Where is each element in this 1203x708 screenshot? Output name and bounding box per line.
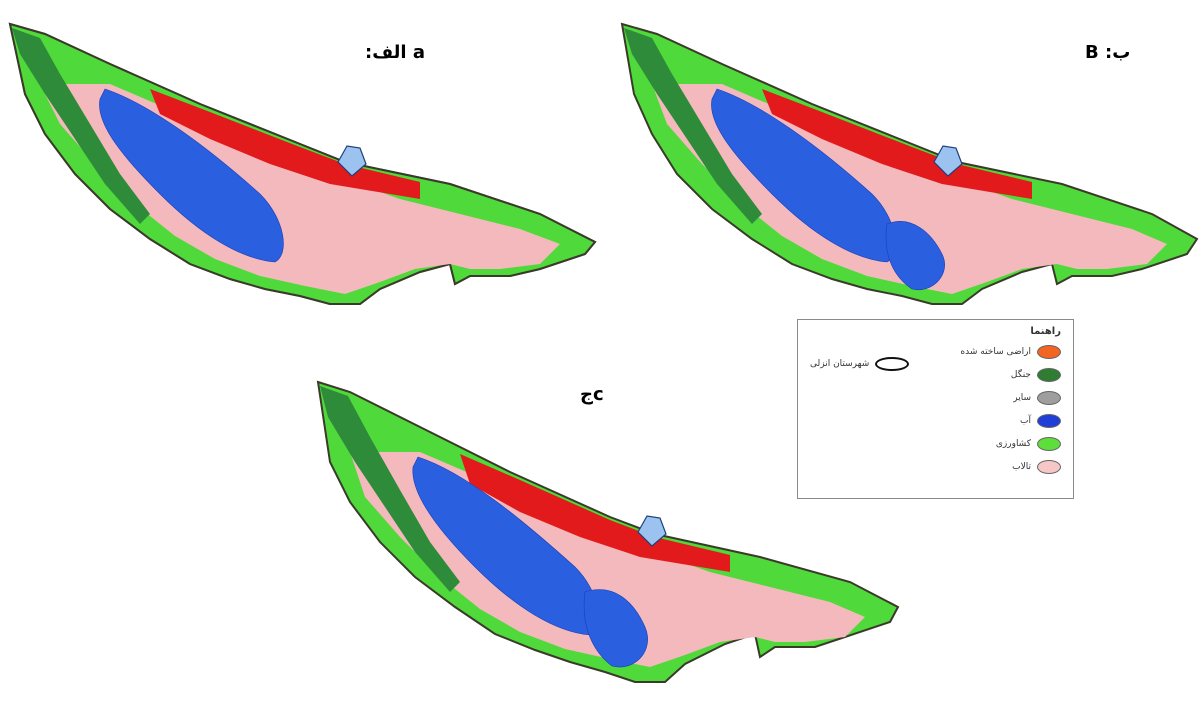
- legend-item-wetland: تالاب: [1012, 459, 1061, 475]
- legend-label: اراضی ساخته شده: [960, 347, 1031, 357]
- legend-city-label: شهرستان انزلی: [810, 359, 870, 369]
- forest-strip: [320, 386, 460, 592]
- legend-title: راهنما: [1030, 326, 1061, 337]
- map-panel-c: [300, 372, 900, 708]
- panel-label-a: a الف:: [365, 42, 425, 63]
- map-panel-a: [0, 14, 600, 319]
- legend-label: جنگل: [1010, 370, 1031, 380]
- forest-strip: [624, 28, 762, 224]
- legend-swatch: [1037, 345, 1061, 359]
- expanded-water-patches: [583, 589, 648, 668]
- legend-swatch: [1037, 391, 1061, 405]
- land-use-map-a: [8, 22, 597, 305]
- expanded-water-patches: [885, 221, 945, 291]
- legend-city-key: شهرستان انزلی: [810, 355, 910, 373]
- city-anzali: [337, 145, 367, 177]
- legend-swatch: [1037, 414, 1061, 428]
- land-use-map-b: [620, 22, 1199, 305]
- city-anzali: [933, 145, 963, 177]
- legend-item-agriculture: کشاورزی: [996, 436, 1061, 452]
- legend-label: کشاورزی: [995, 439, 1031, 449]
- land-use-map-c: [316, 380, 900, 683]
- legend-label: سایر: [1013, 393, 1031, 403]
- panel-label-c: cج: [580, 384, 604, 405]
- built-up-strip: [762, 89, 1032, 199]
- legend: راهنما شهرستان انزلی اراضی ساخته شده جنگ…: [797, 319, 1074, 499]
- panel-label-b: ب: B: [1085, 42, 1131, 63]
- legend-item-other: سایر: [1013, 390, 1061, 406]
- legend-item-built: اراضی ساخته شده: [960, 344, 1061, 360]
- lagoon-water: [99, 88, 284, 263]
- forest-strip: [12, 28, 150, 224]
- built-up-strip: [460, 454, 730, 572]
- lagoon-water: [711, 88, 896, 263]
- legend-swatch: [1037, 437, 1061, 451]
- map-panel-b: [612, 14, 1203, 319]
- legend-label: تالاب: [1012, 462, 1031, 472]
- legend-label: آب: [1020, 416, 1031, 426]
- legend-item-water: آب: [1020, 413, 1061, 429]
- city-outline-icon: [875, 357, 910, 371]
- legend-swatch: [1037, 460, 1061, 474]
- legend-item-forest: جنگل: [1011, 367, 1061, 383]
- city-anzali: [637, 515, 667, 547]
- legend-swatch: [1037, 368, 1061, 382]
